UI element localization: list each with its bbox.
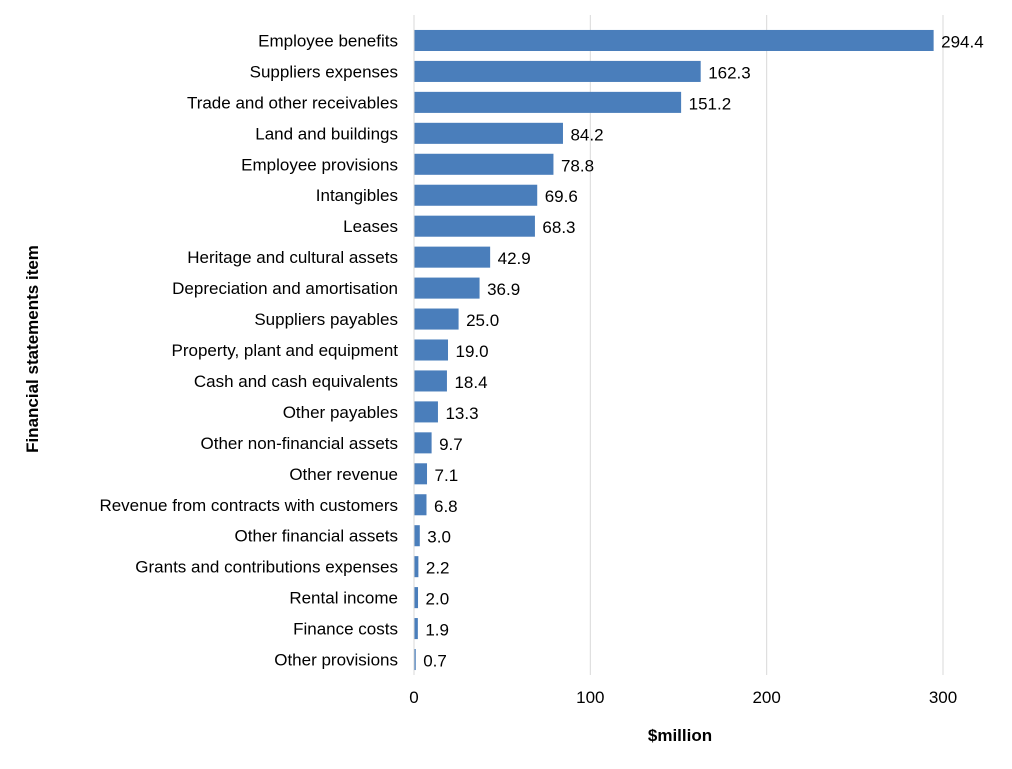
- bar: [414, 587, 419, 609]
- bar: [414, 618, 418, 640]
- bar: [414, 60, 701, 82]
- value-label: 19.0: [456, 342, 489, 361]
- bar: [414, 308, 459, 330]
- bar: [414, 153, 554, 175]
- bar: [414, 246, 491, 268]
- category-label: Employee provisions: [241, 155, 398, 174]
- category-label: Suppliers payables: [254, 310, 398, 329]
- value-label: 162.3: [708, 63, 751, 82]
- x-tick-label: 200: [752, 688, 780, 707]
- bar: [414, 494, 427, 516]
- value-label: 1.9: [425, 621, 449, 640]
- value-label: 13.3: [445, 404, 478, 423]
- bar: [414, 649, 416, 671]
- value-label: 294.4: [941, 32, 984, 51]
- gridlines: [589, 15, 944, 675]
- category-label: Other payables: [283, 403, 398, 422]
- value-label: 68.3: [542, 218, 575, 237]
- category-label: Other non-financial assets: [201, 434, 399, 453]
- value-label: 2.2: [426, 559, 450, 578]
- category-label: Other provisions: [274, 651, 398, 670]
- category-label: Other financial assets: [235, 527, 398, 546]
- value-label: 18.4: [454, 373, 487, 392]
- category-label: Other revenue: [289, 465, 398, 484]
- category-label: Trade and other receivables: [187, 93, 398, 112]
- y-axis-title: Financial statements item: [23, 245, 42, 453]
- category-label: Finance costs: [293, 620, 398, 639]
- value-label: 151.2: [689, 94, 732, 113]
- value-label: 3.0: [427, 528, 451, 547]
- category-label: Depreciation and amortisation: [172, 279, 398, 298]
- category-label: Rental income: [289, 589, 398, 608]
- x-tick-label: 300: [929, 688, 957, 707]
- value-label: 42.9: [498, 249, 531, 268]
- value-label: 2.0: [426, 590, 450, 609]
- bars: [414, 29, 934, 671]
- category-label: Cash and cash equivalents: [194, 372, 398, 391]
- value-label: 7.1: [435, 466, 459, 485]
- category-labels: Employee benefits Suppliers expenses Trade…: [99, 31, 398, 669]
- x-axis-title: $million: [648, 726, 712, 745]
- bar: [414, 370, 447, 392]
- bar: [414, 122, 563, 144]
- value-label: 6.8: [434, 497, 458, 516]
- category-label: Grants and contributions expenses: [135, 558, 398, 577]
- bar: [414, 29, 934, 51]
- category-label: Land and buildings: [255, 124, 398, 143]
- value-labels: 294.4 162.3 151.2 84.2 78.8 69.6 68.3 42.9 36.9 2…: [423, 32, 983, 670]
- bar: [414, 215, 535, 237]
- bar: [414, 339, 449, 361]
- category-label: Revenue from contracts with customers: [99, 496, 398, 515]
- category-label: Suppliers expenses: [250, 62, 398, 81]
- value-label: 78.8: [561, 156, 594, 175]
- value-label: 84.2: [570, 125, 603, 144]
- category-label: Heritage and cultural assets: [187, 248, 398, 267]
- bar: [414, 525, 420, 547]
- bar: [414, 277, 480, 299]
- bar: [414, 401, 438, 423]
- value-label: 0.7: [423, 652, 447, 671]
- category-label: Employee benefits: [258, 31, 398, 50]
- x-tick-labels: 0 100 200 300: [409, 688, 957, 707]
- value-label: 36.9: [487, 280, 520, 299]
- bar: [414, 556, 419, 578]
- value-label: 25.0: [466, 311, 499, 330]
- x-tick-label: 100: [576, 688, 604, 707]
- category-label: Intangibles: [316, 186, 398, 205]
- bar: [414, 432, 432, 454]
- value-label: 69.6: [545, 187, 578, 206]
- x-tick-label: 0: [409, 688, 418, 707]
- category-label: Leases: [343, 217, 398, 236]
- value-label: 9.7: [439, 435, 463, 454]
- bar: [414, 184, 538, 206]
- bar: [414, 463, 428, 485]
- category-label: Property, plant and equipment: [172, 341, 399, 360]
- bar: [414, 91, 682, 113]
